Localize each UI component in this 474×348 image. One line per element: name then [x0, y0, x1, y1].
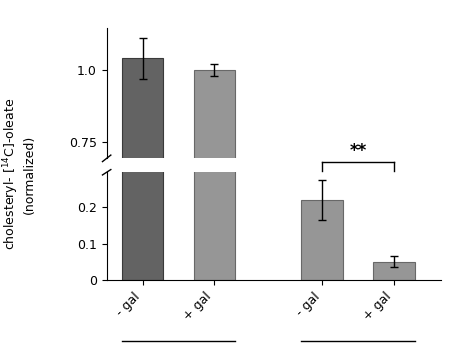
Bar — [301, 296, 343, 348]
Bar — [301, 200, 343, 280]
Bar — [193, 0, 235, 280]
Bar — [122, 58, 164, 348]
Bar — [193, 70, 235, 348]
Bar — [373, 345, 415, 348]
Bar — [373, 262, 415, 280]
Text: **: ** — [349, 142, 367, 160]
Bar — [122, 0, 164, 280]
Text: cholesteryl- [$^{14}$C]-oleate
(normalized): cholesteryl- [$^{14}$C]-oleate (normaliz… — [2, 98, 36, 250]
